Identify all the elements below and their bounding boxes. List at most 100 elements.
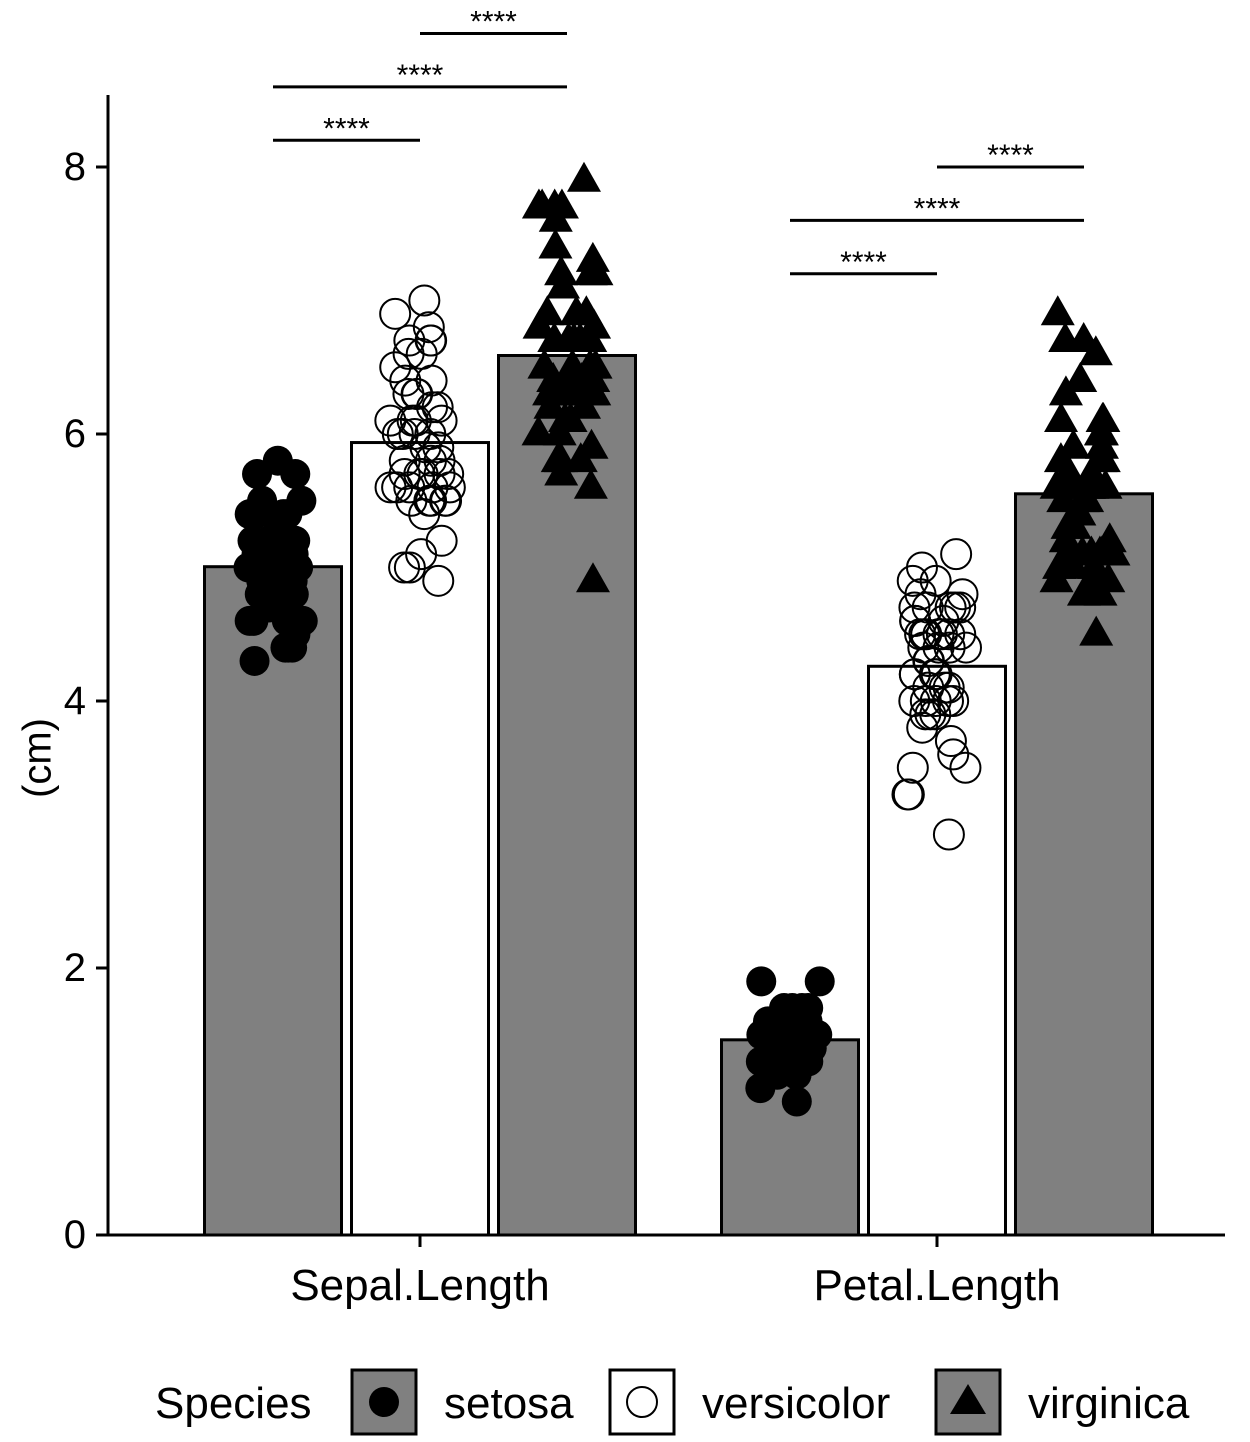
point-virginica (1044, 402, 1079, 433)
point-virginica (532, 375, 567, 406)
point-virginica (1072, 468, 1107, 499)
significance-label: **** (470, 6, 517, 39)
point-versicolor (405, 337, 438, 370)
point-setosa (756, 1006, 787, 1037)
point-setosa (781, 1086, 812, 1117)
point-virginica (1092, 522, 1127, 553)
point-virginica (564, 362, 599, 392)
point-versicolor (949, 751, 982, 784)
point-versicolor (950, 631, 983, 664)
point-virginica (544, 255, 579, 286)
legend-key-versicolor (608, 1368, 676, 1436)
point-versicolor (892, 778, 925, 811)
point-versicolor (934, 725, 967, 758)
point-virginica (1085, 402, 1120, 433)
point-virginica (527, 348, 562, 379)
point-versicolor (906, 711, 939, 744)
point-setosa (239, 645, 270, 676)
point-setosa (233, 552, 264, 583)
y-tick-label: 0 (64, 1213, 86, 1257)
point-versicolor (392, 337, 425, 370)
significance-label: **** (914, 192, 961, 225)
point-virginica (553, 402, 588, 433)
point-virginica (1063, 362, 1098, 392)
point-virginica (566, 161, 601, 192)
point-versicolor (937, 738, 970, 771)
point-setosa (270, 539, 301, 570)
point-setosa (242, 459, 273, 490)
point-setosa (280, 459, 311, 490)
point-virginica (1048, 522, 1083, 553)
point-virginica (1079, 615, 1114, 646)
point-versicolor (388, 551, 421, 584)
point-versicolor (432, 458, 465, 491)
point-setosa (247, 485, 278, 516)
point-virginica (551, 321, 586, 352)
point-setosa (263, 512, 294, 543)
point-versicolor (408, 284, 441, 317)
point-versicolor (934, 591, 967, 624)
legend-label-setosa: setosa (444, 1379, 574, 1428)
significance-label: **** (397, 59, 444, 92)
point-setosa (234, 605, 265, 636)
significance-layer: **** **** **** **** **** **** (273, 6, 1084, 279)
bar-virginica-petal-length (1014, 492, 1154, 1237)
significance-label: **** (840, 246, 887, 279)
point-versicolor (940, 538, 973, 571)
point-versicolor (406, 458, 439, 491)
legend-label-versicolor: versicolor (702, 1379, 890, 1428)
point-versicolor (414, 418, 447, 450)
legend-marker-virginica (950, 1384, 986, 1414)
point-versicolor (932, 818, 965, 851)
legend-marker-versicolor (626, 1386, 658, 1418)
point-versicolor (912, 644, 945, 677)
point-versicolor (379, 351, 412, 384)
point-versicolor (423, 458, 456, 491)
bar-versicolor-petal-length (867, 664, 1007, 1237)
point-versicolor (416, 391, 449, 424)
bar-versicolor-sepal-length (350, 441, 490, 1237)
point-virginica (573, 468, 608, 499)
legend-title: Species (155, 1379, 312, 1428)
point-versicolor (393, 551, 426, 584)
point-versicolor (946, 578, 979, 611)
bar-setosa-sepal-length (203, 565, 343, 1237)
point-setosa (278, 579, 309, 610)
y-tick-label: 4 (64, 679, 86, 723)
point-virginica (1039, 562, 1074, 593)
x-tick-label: Petal.Length (813, 1261, 1060, 1310)
point-versicolor (896, 751, 929, 784)
y-tick-label: 2 (64, 946, 86, 990)
point-virginica (573, 255, 608, 286)
point-versicolor (381, 471, 414, 504)
y-axis-label: (cm) (16, 718, 60, 798)
point-virginica (533, 388, 568, 419)
x-tick-label: Sepal.Length (290, 1261, 549, 1310)
point-virginica (1040, 295, 1075, 326)
legend-label-virginica: virginica (1028, 1379, 1190, 1428)
bar-virginica-sepal-length (497, 354, 637, 1237)
point-versicolor (389, 364, 422, 397)
point-versicolor (904, 578, 937, 611)
point-virginica (574, 428, 609, 459)
point-virginica (573, 321, 608, 352)
axes-layer: 0 2 4 6 8 Sepal.Length Petal.Length (64, 95, 1225, 1310)
bars-layer (203, 354, 1154, 1237)
point-versicolor (405, 538, 438, 571)
point-virginica (1084, 428, 1119, 459)
legend: Species setosa versicolor virginica (155, 1368, 1190, 1436)
point-virginica (1061, 495, 1096, 526)
point-virginica (575, 562, 610, 593)
point-versicolor (422, 564, 455, 597)
point-virginica (1065, 535, 1100, 566)
point-setosa (286, 485, 317, 516)
point-setosa (796, 1033, 827, 1064)
point-virginica (538, 228, 573, 259)
point-virginica (1048, 321, 1083, 352)
legend-marker-setosa (369, 1387, 399, 1417)
point-versicolor (928, 671, 961, 704)
point-virginica (578, 348, 613, 379)
y-tick-label: 8 (64, 145, 86, 189)
point-versicolor (944, 591, 977, 624)
